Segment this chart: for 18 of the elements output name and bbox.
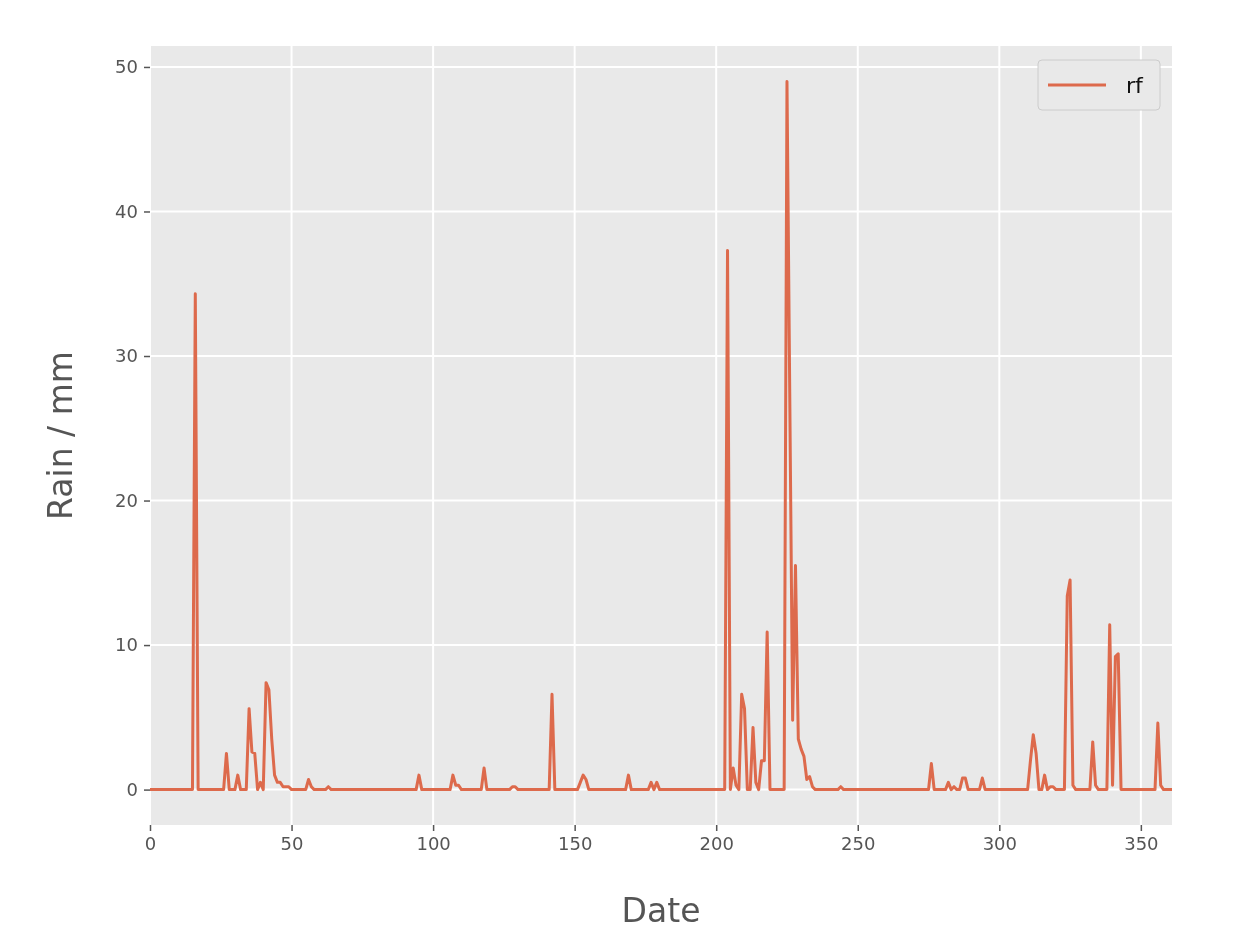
x-tick-label: 150 xyxy=(557,832,593,854)
y-tick-label: 20 xyxy=(115,489,138,511)
x-tick-label: 0 xyxy=(144,832,157,854)
y-tick-label: 0 xyxy=(126,778,138,800)
y-tick-label: 30 xyxy=(115,345,138,367)
line-series xyxy=(148,79,1174,792)
x-tick-label: 350 xyxy=(1124,832,1159,854)
x-tick-label: 300 xyxy=(982,832,1017,854)
x-tick-label: 100 xyxy=(416,832,451,854)
x-tick-label: 250 xyxy=(841,832,876,854)
x-tick-label: 200 xyxy=(699,832,734,854)
legend-label: rf xyxy=(1126,73,1145,98)
y-tick-label: 40 xyxy=(115,200,138,222)
y-tick-label: 50 xyxy=(115,56,138,78)
x-tick-label: 50 xyxy=(280,832,304,854)
x-axis-title: Date xyxy=(621,891,701,930)
y-axis-title: Rain / mm xyxy=(41,351,80,520)
y-tick-label: 10 xyxy=(115,634,138,656)
